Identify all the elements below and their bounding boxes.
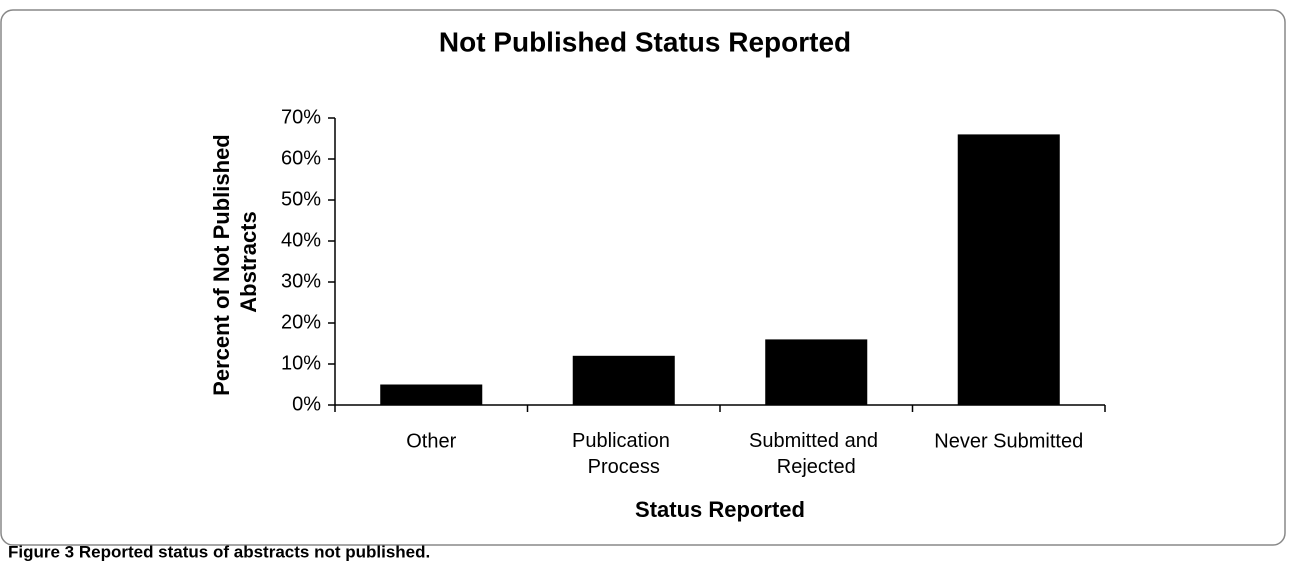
x-axis-title: Status Reported — [635, 497, 805, 522]
y-tick-label: 20% — [281, 311, 321, 333]
y-tick-label: 10% — [281, 352, 321, 374]
x-tick-label: Publication Process — [572, 430, 675, 478]
x-tick-label: Submitted and Rejected — [749, 430, 884, 478]
x-tick-label: Other — [406, 430, 456, 452]
y-tick-label: 60% — [281, 147, 321, 169]
y-tick-label: 70% — [281, 106, 321, 128]
y-tick-label: 30% — [281, 270, 321, 292]
y-tick-label: 50% — [281, 188, 321, 210]
x-tick-label: Never Submitted — [934, 430, 1083, 452]
caption: Figure 3 Reported status of abstracts no… — [8, 542, 430, 561]
bar — [765, 339, 868, 405]
chart-title: Not Published Status Reported — [439, 26, 851, 57]
bar — [380, 384, 483, 405]
frame — [0, 9, 1286, 546]
y-tick-label: 0% — [292, 393, 321, 415]
y-tick-label: 40% — [281, 229, 321, 251]
y-axis-title: Percent of Not Published Abstracts — [209, 128, 261, 396]
bar — [572, 355, 675, 405]
bar — [957, 134, 1060, 405]
